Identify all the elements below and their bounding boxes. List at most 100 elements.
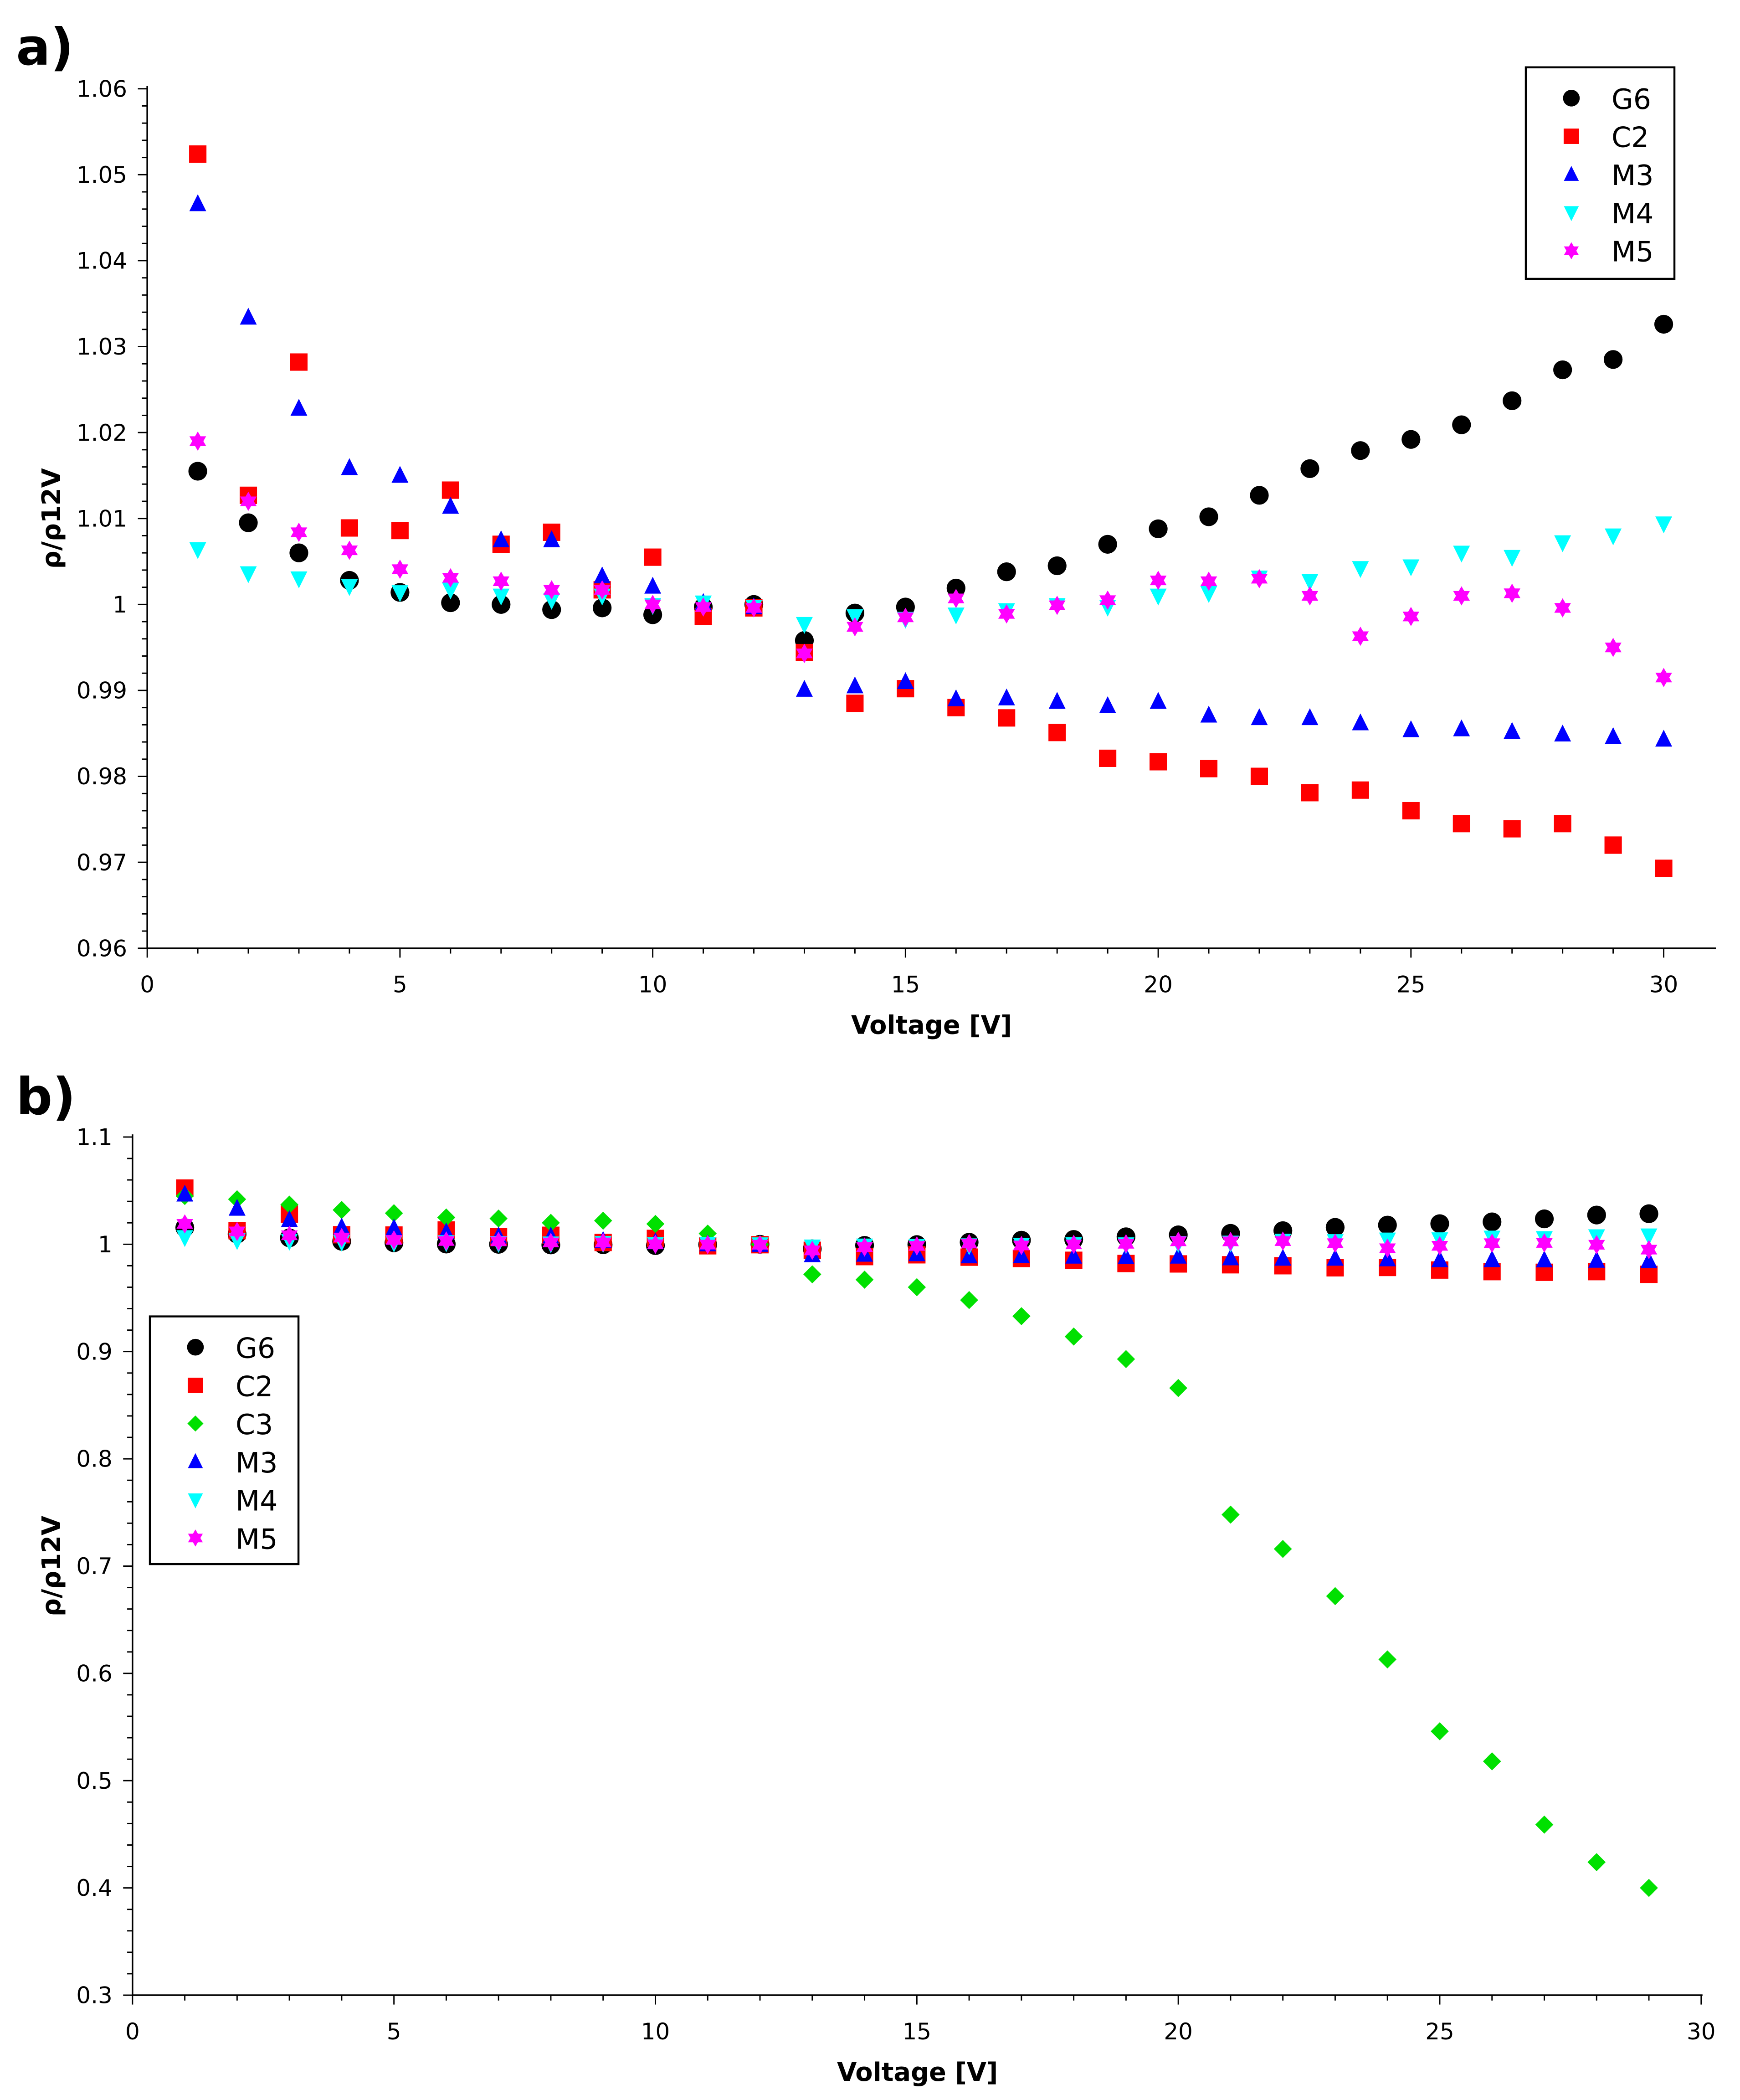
data-point-c3 xyxy=(1378,1650,1397,1669)
data-point-c2 xyxy=(1554,815,1571,833)
data-point-g6 xyxy=(188,462,207,481)
data-point-g6 xyxy=(1098,535,1117,554)
data-point-m5 xyxy=(595,1233,612,1252)
y-tick-label: 0.7 xyxy=(76,1553,112,1580)
data-point-g6 xyxy=(239,513,258,532)
x-tick-label: 5 xyxy=(387,2018,401,2045)
data-point-m3 xyxy=(1065,1246,1083,1264)
legend-marker-c2 xyxy=(187,1377,203,1393)
y-tick-label: 1 xyxy=(98,1231,113,1258)
data-point-m3 xyxy=(1274,1249,1292,1266)
data-point-c3 xyxy=(333,1201,351,1219)
data-point-g6 xyxy=(1587,1205,1606,1225)
data-point-g6 xyxy=(1351,441,1370,460)
legend-marker-m3 xyxy=(1564,165,1579,181)
legend-label-g6: G6 xyxy=(1612,83,1651,116)
data-point-m5 xyxy=(1536,1233,1553,1253)
data-point-m3 xyxy=(341,458,358,475)
data-point-m4 xyxy=(189,542,206,559)
data-point-m3 xyxy=(796,679,813,697)
data-point-m5 xyxy=(442,568,459,588)
data-point-m3 xyxy=(189,194,206,211)
data-point-m5 xyxy=(947,588,965,608)
data-point-m5 xyxy=(1554,598,1571,618)
data-point-g6 xyxy=(946,578,965,598)
data-point-m3 xyxy=(1504,722,1521,739)
data-point-m3 xyxy=(333,1217,350,1235)
data-point-m5 xyxy=(1453,586,1470,606)
data-point-m4 xyxy=(1504,550,1521,567)
series-c2 xyxy=(189,145,1673,877)
data-point-c2 xyxy=(1402,802,1420,820)
data-point-m5 xyxy=(189,431,206,451)
legend-marker-m4 xyxy=(1564,206,1579,221)
data-point-g6 xyxy=(1483,1212,1502,1231)
data-point-m4 xyxy=(1150,588,1167,606)
y-tick-label: 0.97 xyxy=(77,849,127,876)
y-tick-label: 1.03 xyxy=(77,334,127,360)
y-tick-label: 1.01 xyxy=(77,505,127,532)
data-point-m5 xyxy=(333,1228,350,1247)
data-point-c2 xyxy=(441,481,459,499)
legend-marker-g6 xyxy=(1563,89,1580,107)
data-point-m3 xyxy=(1251,708,1268,726)
data-point-m5 xyxy=(804,1240,821,1260)
data-point-g6 xyxy=(1603,350,1623,369)
data-point-m5 xyxy=(1588,1235,1605,1255)
data-point-c3 xyxy=(1222,1505,1240,1524)
data-point-c3 xyxy=(1431,1722,1449,1740)
data-point-m5 xyxy=(695,597,712,617)
data-point-c2 xyxy=(1301,784,1319,802)
legend-label-c2: C2 xyxy=(1612,121,1649,154)
data-point-m4 xyxy=(1655,516,1673,534)
data-point-m3 xyxy=(1536,1251,1553,1268)
data-point-m5 xyxy=(998,604,1015,624)
legend-label-m5: M5 xyxy=(236,1523,277,1555)
x-axis-label: Voltage [V] xyxy=(837,2058,998,2087)
data-point-c2 xyxy=(1200,760,1218,777)
data-point-m4 xyxy=(1605,528,1622,546)
data-point-m3 xyxy=(391,466,409,483)
y-tick-label: 0.5 xyxy=(76,1768,112,1794)
legend-label-c2: C2 xyxy=(236,1370,273,1403)
data-point-c3 xyxy=(437,1208,456,1227)
data-point-c3 xyxy=(1273,1539,1292,1558)
data-point-m3 xyxy=(240,308,257,325)
data-point-g6 xyxy=(997,562,1016,582)
data-point-g6 xyxy=(289,543,308,562)
data-point-m5 xyxy=(281,1225,298,1245)
x-tick-label: 15 xyxy=(891,972,920,998)
data-point-m5 xyxy=(908,1236,925,1256)
data-point-m4 xyxy=(543,593,560,610)
data-point-m4 xyxy=(796,617,813,634)
data-point-m3 xyxy=(594,566,611,583)
y-axis-label: ρ/ρ12V xyxy=(37,1516,67,1616)
data-point-m4 xyxy=(442,582,459,600)
data-point-m5 xyxy=(1274,1231,1291,1251)
data-point-m3 xyxy=(1326,1249,1344,1266)
data-point-c2 xyxy=(1351,781,1369,799)
y-tick-label: 0.8 xyxy=(76,1446,112,1472)
data-point-m5 xyxy=(1605,638,1622,657)
data-point-m5 xyxy=(1504,583,1521,603)
data-point-m5 xyxy=(1200,571,1217,591)
data-point-m5 xyxy=(1655,668,1672,687)
data-point-c3 xyxy=(646,1215,665,1233)
data-point-m4 xyxy=(1640,1228,1658,1246)
series-c3 xyxy=(175,1187,1658,1897)
data-point-m4 xyxy=(1301,574,1319,591)
data-point-m5 xyxy=(490,1231,507,1251)
data-point-m5 xyxy=(1048,596,1066,615)
data-point-m5 xyxy=(1352,626,1369,646)
data-point-c3 xyxy=(1483,1752,1501,1771)
data-point-g6 xyxy=(1047,556,1067,576)
data-point-g6 xyxy=(1199,507,1218,526)
legend-label-m5: M5 xyxy=(1612,236,1653,268)
data-point-g6 xyxy=(1300,459,1319,478)
data-point-c2 xyxy=(340,519,358,537)
data-point-m4 xyxy=(240,566,257,583)
y-tick-label: 1.05 xyxy=(77,162,127,188)
legend-label-c3: C3 xyxy=(236,1408,273,1441)
data-point-m3 xyxy=(1222,1248,1239,1266)
series-g6 xyxy=(188,314,1673,650)
